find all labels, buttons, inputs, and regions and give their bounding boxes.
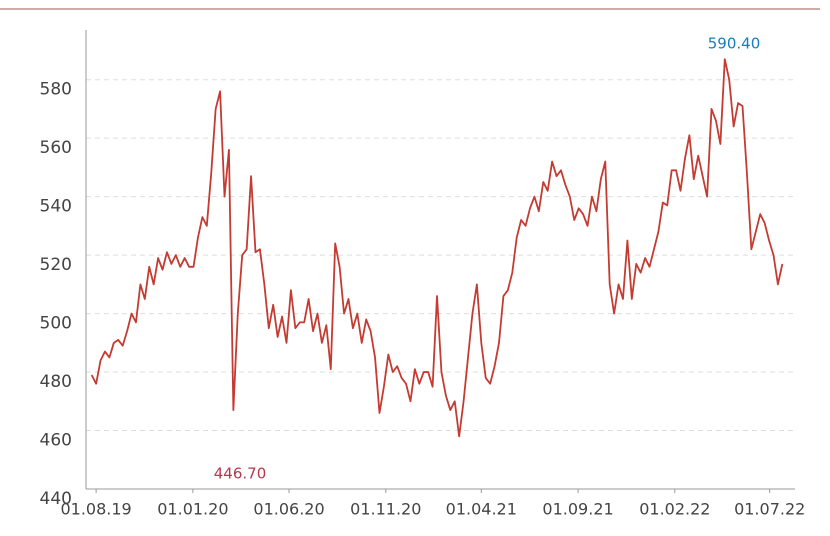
y-tick-label: 540 — [40, 197, 72, 217]
x-tick-label: 01.01.20 — [157, 500, 228, 519]
y-tick-label: 480 — [40, 372, 72, 392]
y-tick-label: 560 — [40, 138, 72, 158]
y-tick-label: 460 — [40, 431, 72, 451]
x-tick-label: 01.06.20 — [253, 500, 324, 519]
min-annotation: 446.70 — [214, 465, 267, 483]
x-tick-label: 01.08.19 — [60, 500, 131, 519]
x-tick-label: 01.04.21 — [446, 500, 517, 519]
x-tick-label: 01.07.22 — [734, 500, 805, 519]
x-tick-label: 01.11.20 — [350, 500, 421, 519]
x-tick-label: 01.02.22 — [639, 500, 710, 519]
max-annotation: 590.40 — [708, 35, 761, 53]
y-tick-label: 520 — [40, 255, 72, 275]
price-line — [90, 58, 784, 438]
y-tick-label: 500 — [40, 314, 72, 334]
y-tick-label: 580 — [40, 80, 72, 100]
y-tick-label: 440 — [40, 489, 72, 509]
x-tick-label: 01.09.21 — [542, 500, 613, 519]
